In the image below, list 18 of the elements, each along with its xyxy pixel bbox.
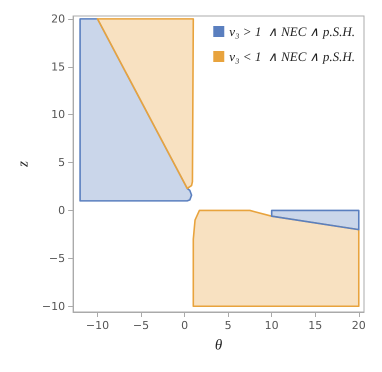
- y-tick-label: 10: [51, 108, 66, 122]
- x-tick-label: 10: [264, 319, 279, 332]
- y-tick-label: 20: [51, 12, 66, 26]
- x-tick-label: 20: [352, 319, 366, 332]
- legend-label: ν₃ < 1 ∧ NEC ∧ p.S.H.: [229, 49, 355, 64]
- y-tick-label: −10: [42, 300, 66, 313]
- x-tick-label: −10: [86, 319, 110, 332]
- x-axis-title: θ: [214, 338, 223, 354]
- x-tick-label: −5: [132, 319, 150, 332]
- x-tick-label: 15: [308, 319, 322, 332]
- x-tick-label: 0: [181, 319, 188, 332]
- legend-label: ν₃ > 1 ∧ NEC ∧ p.S.H.: [229, 24, 355, 39]
- y-tick-label: −5: [48, 252, 66, 265]
- y-tick-label: 15: [51, 60, 66, 74]
- x-tick-label: 5: [224, 319, 232, 332]
- y-tick-label: 5: [58, 156, 66, 170]
- y-tick-label: 0: [58, 204, 66, 217]
- y-axis-title: z: [16, 160, 32, 168]
